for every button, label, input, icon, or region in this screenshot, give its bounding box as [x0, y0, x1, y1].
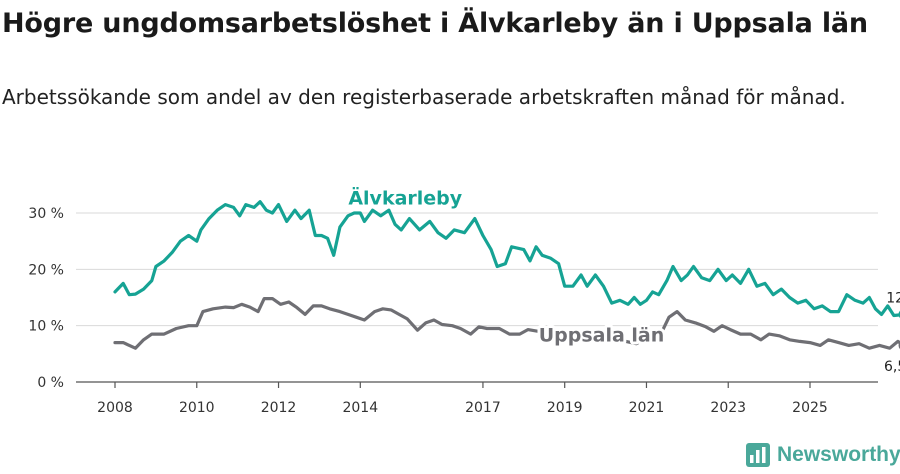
- brand-name: Newsworthy: [777, 443, 900, 466]
- chart-subtitle: Arbetssökande som andel av den registerb…: [2, 85, 846, 109]
- series-label: Älvkarleby: [348, 186, 462, 210]
- x-tick-label: 2019: [547, 400, 583, 416]
- brand: Newsworthy: [745, 442, 900, 468]
- y-tick-label: 30 %: [28, 206, 64, 222]
- y-tick-label: 0 %: [37, 375, 64, 391]
- chart-title: Högre ungdomsarbetslöshet i Älvkarleby ä…: [2, 8, 868, 39]
- end-value-label: 12 %: [886, 291, 900, 307]
- x-tick-label: 2025: [792, 400, 828, 416]
- x-tick-label: 2008: [97, 400, 133, 416]
- x-tick-label: 2023: [710, 400, 746, 416]
- series-label-halo: Uppsala län: [539, 324, 665, 346]
- series-label: Uppsala län: [539, 324, 665, 346]
- x-tick-label: 2012: [261, 400, 297, 416]
- x-tick-label: 2010: [179, 400, 215, 416]
- x-tick-label: 2017: [465, 400, 501, 416]
- y-tick-label: 20 %: [28, 262, 64, 278]
- y-tick-label: 10 %: [28, 319, 64, 335]
- newsworthy-logo-icon: [746, 443, 770, 467]
- x-tick-label: 2014: [342, 400, 378, 416]
- series-line-uppsala-l-n: [113, 297, 900, 350]
- series-label-halo: Älvkarleby: [348, 186, 462, 210]
- series-line--lvkarleby: [113, 200, 900, 318]
- x-tick-label: 2021: [629, 400, 665, 416]
- end-value-label: 6,5 %: [884, 359, 900, 375]
